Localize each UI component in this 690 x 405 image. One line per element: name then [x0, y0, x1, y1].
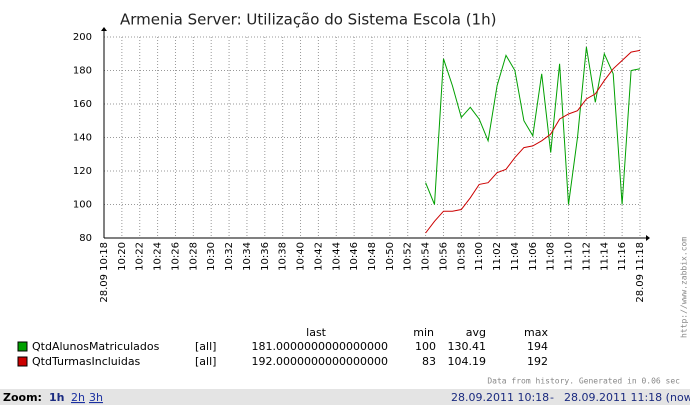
y-tick-label: 160: [73, 99, 92, 110]
y-tick-label: 140: [73, 133, 92, 144]
legend-swatch: [17, 341, 28, 352]
x-tick-label: 10:58: [456, 242, 467, 271]
x-tick-label: 11:00: [474, 242, 485, 271]
x-tick-label: 10:26: [170, 242, 181, 271]
legend-stat: 181.0000000000000000: [252, 340, 388, 353]
legend-scope: [all]: [195, 355, 216, 368]
y-tick-label: 100: [73, 200, 92, 211]
watermark: http://www.zabbix.com: [680, 237, 689, 338]
x-tick-label: 10:30: [206, 242, 217, 271]
x-tick-label: 10:24: [153, 242, 164, 271]
legend-stat: 192.0000000000000000: [252, 355, 388, 368]
y-tick-label: 200: [73, 32, 92, 43]
x-tick-label: 11:04: [510, 242, 521, 271]
x-tick-label: 10:38: [278, 242, 289, 271]
legend-scope: [all]: [195, 340, 216, 353]
legend-header: last: [306, 326, 327, 339]
legend-stat: 130.41: [448, 340, 487, 353]
x-tick-label: 10:40: [296, 242, 307, 271]
x-tick-label: 11:16: [617, 242, 628, 271]
legend-stat: 192: [527, 355, 548, 368]
x-tick-label: 28.09 10:18: [99, 242, 110, 303]
zoom-option[interactable]: 3h: [89, 391, 103, 404]
zoom-option[interactable]: 2h: [71, 391, 85, 404]
x-tick-label: 10:28: [188, 242, 199, 271]
zoom-option[interactable]: 1h: [49, 391, 65, 404]
x-tick-label: 10:42: [313, 242, 324, 271]
x-tick-label: 10:50: [385, 242, 396, 271]
chart-title: Armenia Server: Utilização do Sistema Es…: [120, 11, 496, 29]
legend-stat: 194: [527, 340, 548, 353]
legend-stat: 100: [415, 340, 436, 353]
zoom-label: Zoom:: [3, 391, 42, 404]
series-line: [425, 47, 641, 205]
y-tick-label: 180: [73, 66, 92, 77]
y-tick-label: 120: [73, 166, 92, 177]
legend-label: QtdTurmasIncluidas: [32, 355, 141, 368]
x-tick-label: 10:54: [421, 242, 432, 271]
y-tick-label: 80: [79, 233, 92, 244]
legend-label: QtdAlunosMatriculados: [32, 340, 160, 353]
axis-arrow: [646, 235, 650, 241]
footer-note: Data from history. Generated in 0.06 sec: [487, 377, 680, 386]
x-tick-label: 11:06: [528, 242, 539, 271]
x-tick-label: 10:44: [331, 242, 342, 271]
x-tick-label: 10:32: [224, 242, 235, 271]
x-tick-label: 10:20: [117, 242, 128, 271]
bottom-bar: [0, 389, 690, 405]
x-tick-label: 11:02: [492, 242, 503, 271]
x-tick-label: 10:56: [438, 242, 449, 271]
series-line: [425, 49, 641, 234]
legend-header: max: [524, 326, 548, 339]
x-tick-label: 11:14: [599, 242, 610, 271]
period-separator: -: [550, 391, 554, 404]
legend-header: min: [413, 326, 434, 339]
x-tick-label: 11:08: [546, 242, 557, 271]
axis-arrow: [101, 27, 107, 31]
x-tick-label: 11:10: [564, 242, 575, 271]
x-tick-label: 10:22: [135, 242, 146, 271]
period-to: 28.09.2011 11:18 (now!): [564, 391, 690, 404]
x-tick-label: 11:12: [581, 242, 592, 271]
legend-swatch: [17, 356, 28, 367]
x-tick-label: 10:36: [260, 242, 271, 271]
x-tick-label: 10:48: [367, 242, 378, 271]
legend-stat: 83: [422, 355, 436, 368]
legend-stat: 104.19: [448, 355, 487, 368]
x-tick-label: 10:34: [242, 242, 253, 271]
legend-header: avg: [466, 326, 486, 339]
period-from: 28.09.2011 10:18: [451, 391, 549, 404]
x-tick-label: 10:46: [349, 242, 360, 271]
x-tick-label: 10:52: [403, 242, 414, 271]
x-tick-label: 28.09 11:18: [635, 242, 646, 303]
